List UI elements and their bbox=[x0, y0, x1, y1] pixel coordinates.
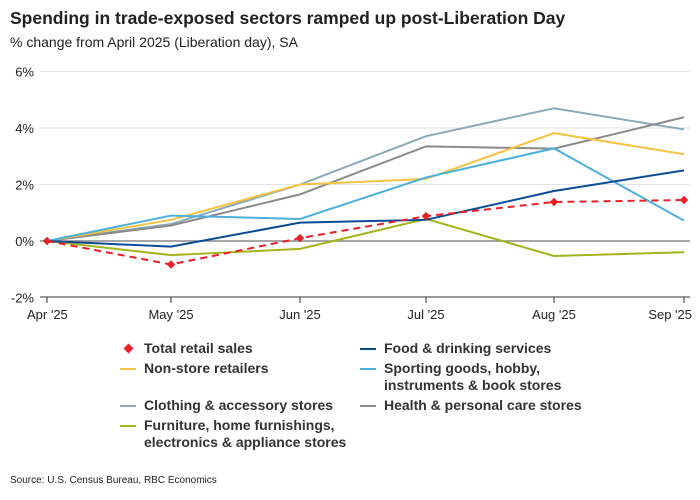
legend-label: Food & drinking services bbox=[384, 340, 552, 356]
legend-label: Clothing & accessory stores bbox=[144, 397, 334, 413]
y-tick-label: 2% bbox=[15, 178, 34, 193]
x-tick-label: Aug '25 bbox=[532, 307, 576, 322]
legend-swatch bbox=[120, 425, 136, 427]
legend-label: Sporting goods, hobby, instruments & book… bbox=[384, 360, 562, 393]
chart-subtitle: % change from April 2025 (Liberation day… bbox=[10, 34, 298, 50]
y-tick-label: 4% bbox=[15, 121, 34, 136]
chart-title: Spending in trade-exposed sectors ramped… bbox=[10, 8, 566, 28]
legend-label: Non-store retailers bbox=[144, 360, 269, 376]
legend-swatch bbox=[120, 405, 136, 407]
line-chart: -2% 0% 2% 4% 6% Apr '25 May '25 Jun '25 Jul '25 A… bbox=[11, 65, 692, 323]
series-line-2 bbox=[46, 132, 685, 242]
legend: Total retail sales Food & drinking servic… bbox=[120, 340, 600, 456]
series-line-6 bbox=[46, 217, 685, 257]
x-tick-label: Jul '25 bbox=[407, 307, 444, 322]
legend-swatch bbox=[360, 348, 376, 350]
data-point-marker bbox=[42, 236, 52, 246]
y-tick-label: 0% bbox=[15, 234, 34, 249]
x-tick-label: Jun '25 bbox=[279, 307, 321, 322]
legend-swatch bbox=[123, 343, 134, 354]
series-line-3 bbox=[46, 147, 685, 242]
data-point-marker bbox=[549, 197, 559, 207]
x-tick-label: Sep '25 bbox=[648, 307, 692, 322]
legend-item: Total retail sales bbox=[120, 340, 355, 357]
legend-item: Clothing & accessory stores bbox=[120, 397, 355, 414]
legend-swatch bbox=[360, 405, 376, 407]
legend-label: Furniture, home furnishings, electronics … bbox=[144, 417, 347, 450]
legend-swatch bbox=[360, 368, 376, 370]
x-tick-label: Apr '25 bbox=[27, 307, 68, 322]
legend-item: Food & drinking services bbox=[360, 340, 595, 357]
data-point-marker bbox=[679, 195, 689, 205]
y-tick-label: 6% bbox=[15, 65, 34, 80]
data-point-marker bbox=[421, 211, 431, 221]
x-tick-label: May '25 bbox=[148, 307, 193, 322]
legend-label: Total retail sales bbox=[144, 340, 253, 356]
legend-item: Non-store retailers bbox=[120, 360, 355, 394]
legend-item: Sporting goods, hobby, instruments & book… bbox=[360, 360, 595, 394]
y-tick-label: -2% bbox=[11, 291, 35, 306]
legend-swatch bbox=[120, 368, 136, 370]
source-note: Source: U.S. Census Bureau, RBC Economic… bbox=[10, 475, 217, 486]
series-line-4 bbox=[46, 107, 685, 242]
series-line-1 bbox=[46, 169, 685, 248]
legend-item: Furniture, home furnishings, electronics … bbox=[120, 417, 355, 451]
data-point-marker bbox=[166, 260, 176, 269]
legend-label: Health & personal care stores bbox=[384, 397, 582, 413]
series-line-5 bbox=[46, 116, 685, 242]
data-point-marker bbox=[295, 233, 305, 243]
legend-item: Health & personal care stores bbox=[360, 397, 595, 414]
